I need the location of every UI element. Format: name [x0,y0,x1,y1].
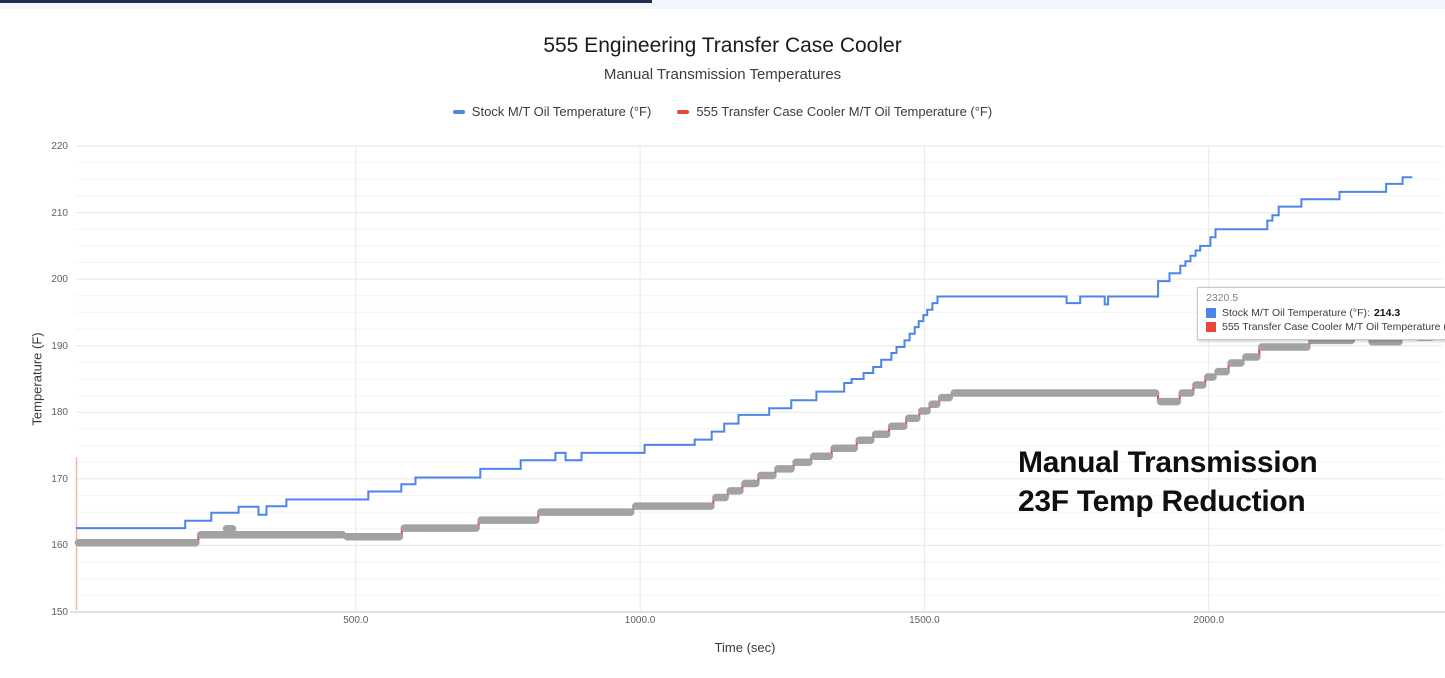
legend-item-cooler[interactable]: 555 Transfer Case Cooler M/T Oil Tempera… [677,104,992,119]
tooltip-label-cooler: 555 Transfer Case Cooler M/T Oil Tempera… [1222,321,1445,333]
y-tick-label: 200 [51,274,68,286]
y-tick-label: 160 [51,540,68,552]
annotation-text: Manual Transmission 23F Temp Reduction [1018,443,1318,521]
y-tick-label: 190 [51,340,68,352]
y-tick-label: 180 [51,407,68,419]
tooltip-row-cooler: 555 Transfer Case Cooler M/T Oil Tempera… [1206,320,1445,334]
tooltip-x-value: 2320.5 [1206,292,1239,304]
legend-label-cooler: 555 Transfer Case Cooler M/T Oil Tempera… [696,104,993,119]
x-tick-label: 500.0 [343,615,369,626]
top-accent-bar [0,0,652,3]
chart-legend: Stock M/T Oil Temperature (°F) 555 Trans… [0,104,1445,119]
x-axis-title: Time (sec) [714,640,776,655]
legend-item-stock[interactable]: Stock M/T Oil Temperature (°F) [452,104,652,119]
annotation-line-2: 23F Temp Reduction [1018,485,1306,518]
tooltip-swatch-stock-icon [1206,308,1216,318]
top-accent-band [0,0,1445,9]
x-tick-label: 1000.0 [624,615,656,626]
y-axis-title: Temperature (F) [29,332,45,426]
tooltip-row-stock: Stock M/T Oil Temperature (°F): 214.3 [1206,306,1445,320]
tooltip-label-stock: Stock M/T Oil Temperature (°F): [1222,307,1370,319]
chart-tooltip: 2320.5 Stock M/T Oil Temperature (°F): 2… [1197,287,1445,340]
tooltip-value-stock: 214.3 [1373,307,1401,319]
annotation-line-1: Manual Transmission [1018,446,1318,479]
x-tick-label: 1500.0 [909,615,940,626]
y-tick-label: 170 [51,473,68,485]
legend-dash-cooler-icon [677,109,690,114]
legend-dash-stock-icon [452,109,465,114]
x-tick-label: 2000.0 [1193,615,1225,626]
tooltip-swatch-cooler-icon [1206,322,1216,332]
y-tick-label: 220 [51,141,68,152]
chart-title: 555 Engineering Transfer Case Cooler [543,34,902,57]
y-tick-label: 210 [51,207,68,219]
legend-label-stock: Stock M/T Oil Temperature (°F) [471,104,652,119]
stock-series-line [76,176,1413,530]
chart-subtitle: Manual Transmission Temperatures [603,66,842,83]
y-tick-label: 150 [51,607,68,618]
